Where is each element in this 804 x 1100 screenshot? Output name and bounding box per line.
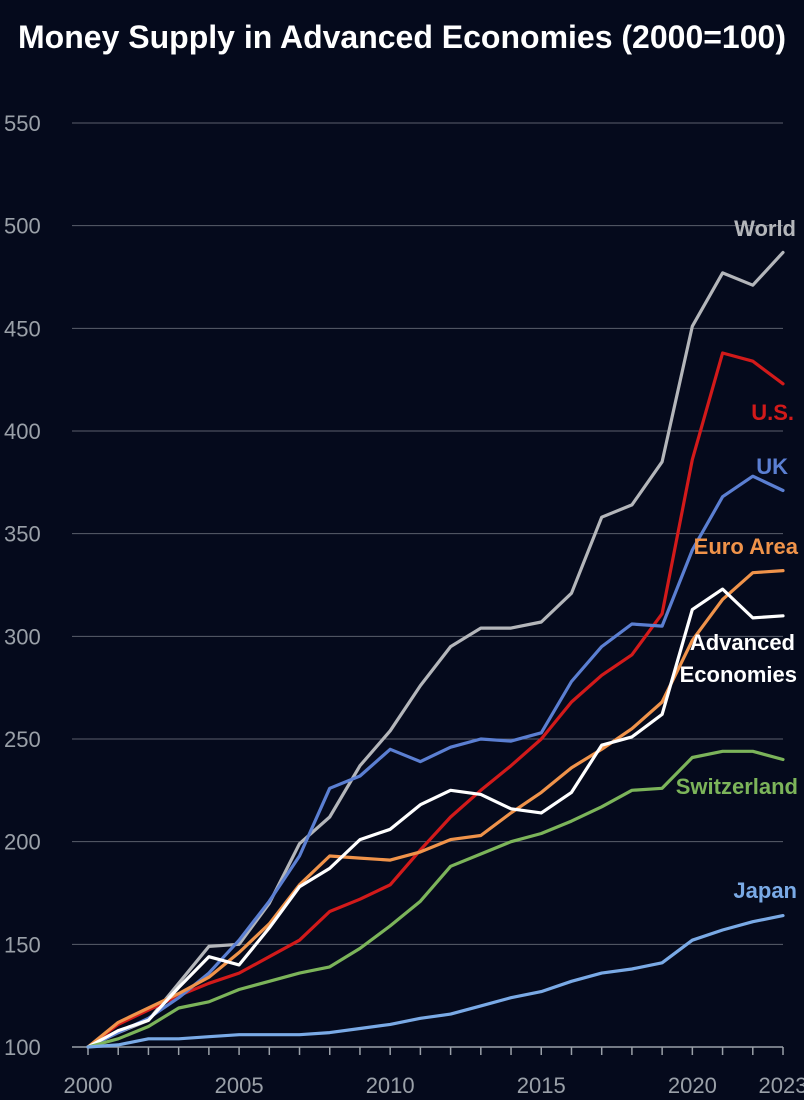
series-line-advanced-economies bbox=[86, 587, 785, 1049]
y-tick-label-550: 550 bbox=[4, 111, 41, 136]
x-tick-label-2005: 2005 bbox=[215, 1073, 264, 1098]
x-tick-label-2015: 2015 bbox=[517, 1073, 566, 1098]
y-tick-label-450: 450 bbox=[4, 316, 41, 341]
y-tick-label-150: 150 bbox=[4, 932, 41, 957]
series-label-world: World bbox=[734, 216, 796, 241]
series-label-euro-area: Euro Area bbox=[694, 534, 799, 559]
y-tick-label-350: 350 bbox=[4, 522, 41, 547]
x-tick-label-2010: 2010 bbox=[366, 1073, 415, 1098]
x-tick-label-2023: 2023 bbox=[759, 1073, 804, 1098]
y-tick-label-200: 200 bbox=[4, 830, 41, 855]
y-tick-label-100: 100 bbox=[4, 1035, 41, 1060]
series-label-switzerland: Switzerland bbox=[676, 774, 798, 799]
chart-title: Money Supply in Advanced Economies (2000… bbox=[18, 19, 786, 55]
y-tick-label-250: 250 bbox=[4, 727, 41, 752]
gridlines bbox=[72, 122, 783, 945]
series-label-advanced-line2: Economies bbox=[680, 662, 797, 687]
series-line-world bbox=[86, 250, 785, 1049]
series-line-japan bbox=[86, 913, 785, 1049]
y-tick-label-400: 400 bbox=[4, 419, 41, 444]
series-lines bbox=[86, 250, 785, 1049]
series-line-uk bbox=[86, 474, 785, 1049]
x-axis: 2000 2005 2010 2015 2020 2023 bbox=[64, 1046, 804, 1098]
series-line-u-s bbox=[86, 351, 785, 1049]
x-tick-label-2020: 2020 bbox=[668, 1073, 717, 1098]
series-label-us: U.S. bbox=[751, 400, 794, 425]
y-axis: 100 150 200 250 300 350 400 450 500 550 bbox=[4, 111, 41, 1060]
y-tick-label-500: 500 bbox=[4, 214, 41, 239]
series-label-japan: Japan bbox=[733, 878, 797, 903]
y-tick-label-300: 300 bbox=[4, 624, 41, 649]
series-label-advanced-line1: Advanced bbox=[690, 630, 795, 655]
series-label-uk: UK bbox=[756, 454, 788, 479]
x-tick-label-2000: 2000 bbox=[64, 1073, 113, 1098]
series-line-switzerland bbox=[86, 749, 785, 1049]
